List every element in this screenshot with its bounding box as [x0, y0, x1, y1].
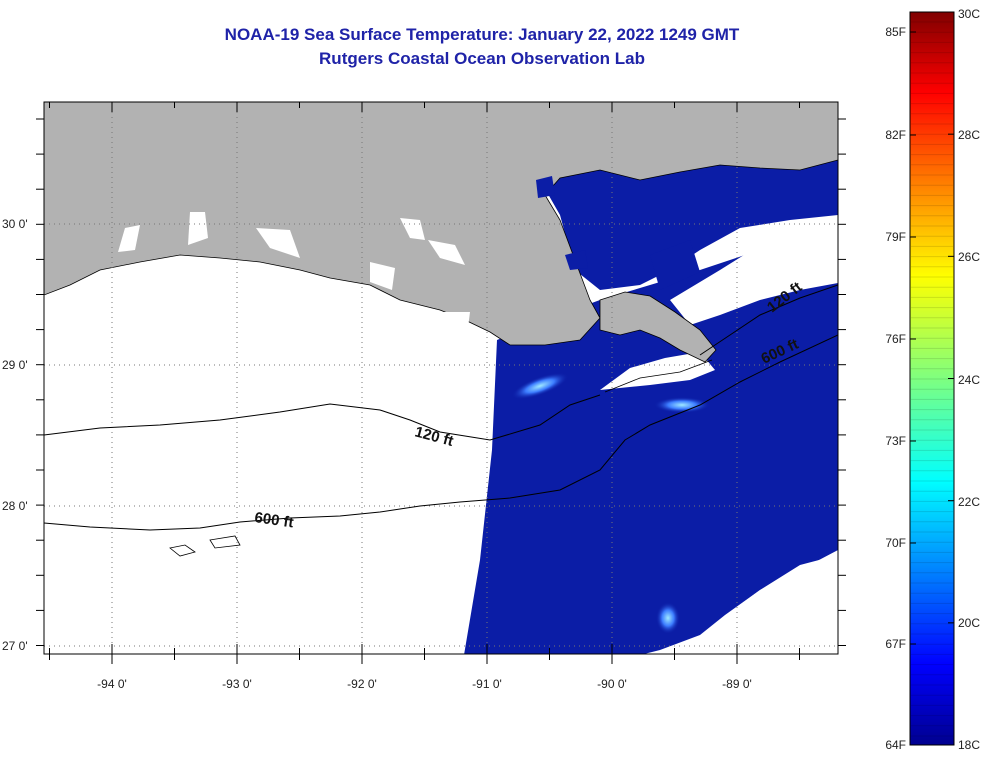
isobath-120ft-west [44, 394, 601, 441]
lake-1 [118, 225, 140, 252]
isobath-600ft-west [44, 334, 838, 531]
isobath-delta-loop [604, 359, 713, 393]
colorbar-c-label: 22C [958, 495, 980, 509]
cloud-gap-3 [705, 550, 838, 654]
colorbar [909, 11, 955, 746]
inland-water-2 [536, 176, 555, 198]
lon-label-90: -90 0' [597, 677, 627, 691]
lake-5 [428, 240, 465, 265]
inland-water-1 [565, 250, 588, 270]
colorbar-c-label: 26C [958, 250, 980, 264]
sst-north-patch [540, 160, 838, 290]
land-mass [44, 102, 838, 346]
isobath-120ft-east [699, 284, 838, 356]
map-title: NOAA-19 Sea Surface Temperature: January… [224, 25, 740, 44]
lat-label-30: 30 0' [2, 217, 28, 231]
cloud-gap-1 [670, 222, 838, 325]
lake-4 [400, 218, 425, 240]
colorbar-c-label: 18C [958, 738, 980, 752]
map-subtitle: Rutgers Coastal Ocean Observation Lab [319, 49, 645, 68]
lake-3 [256, 228, 300, 258]
colorbar-f-label: 82F [885, 128, 906, 142]
lat-label-27: 27 0' [2, 639, 28, 653]
lon-label-91: -91 0' [472, 677, 502, 691]
colorbar-f-label: 85F [885, 25, 906, 39]
colorbar-c-label: 24C [958, 373, 980, 387]
mississippi-delta [599, 291, 717, 363]
lon-label-92: -92 0' [347, 677, 377, 691]
cloud-gap-2 [600, 352, 715, 390]
colorbar-f-label: 76F [885, 332, 906, 346]
colorbar-f-label: 70F [885, 536, 906, 550]
lake-6 [370, 262, 395, 290]
lat-label-29: 29 0' [2, 358, 28, 372]
lon-label-94: -94 0' [97, 677, 127, 691]
colorbar-f-label: 73F [885, 434, 906, 448]
colorbar-f-label: 67F [885, 637, 906, 651]
tick-marks [36, 102, 846, 664]
colorbar-f-label: 79F [885, 230, 906, 244]
lake-7 [440, 312, 470, 330]
lake-2 [188, 212, 208, 245]
colorbar-f-label: 64F [885, 738, 906, 752]
lon-label-93: -93 0' [222, 677, 252, 691]
colorbar-c-label: 28C [958, 128, 980, 142]
colorbar-c-label: 20C [958, 616, 980, 630]
contour-label-600ft-west: 600 ft [253, 509, 294, 531]
inland-water-3 [650, 240, 700, 290]
map-frame [43, 101, 839, 655]
graticule [44, 102, 838, 654]
colorbar-c-label: 30C [958, 7, 980, 21]
isobath-small-loop [169, 535, 241, 557]
lat-label-28: 28 0' [2, 499, 28, 513]
lon-label-89: -89 0' [722, 677, 752, 691]
